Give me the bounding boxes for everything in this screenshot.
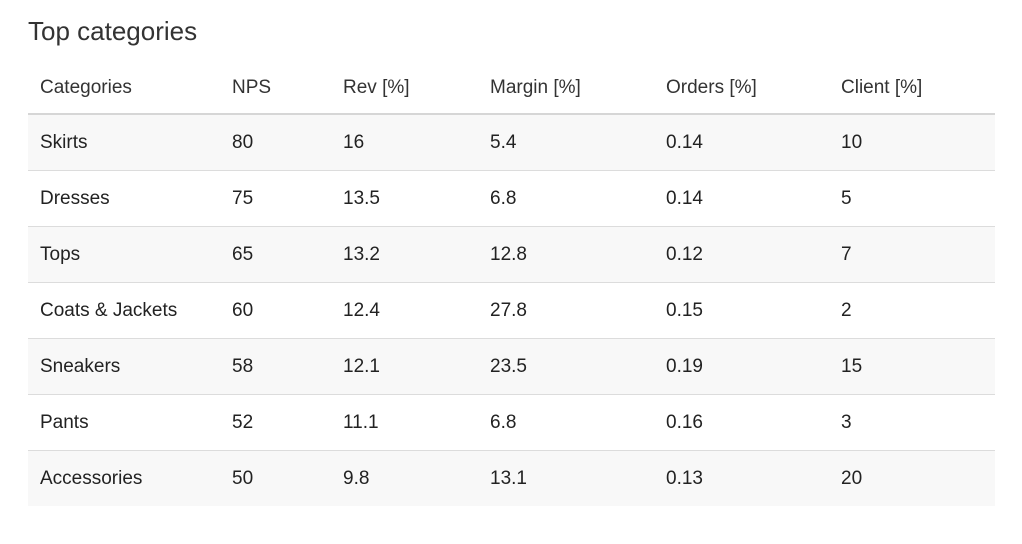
cell-categories: Skirts [28, 114, 220, 171]
cell-nps: 52 [220, 394, 331, 451]
table-row: Coats & Jackets 60 12.4 27.8 0.15 2 [28, 282, 995, 339]
cell-rev: 12.4 [331, 282, 478, 339]
cell-orders: 0.13 [654, 450, 829, 506]
cell-categories: Coats & Jackets [28, 282, 220, 339]
cell-nps: 80 [220, 114, 331, 171]
column-header-client: Client [%] [829, 62, 995, 115]
cell-margin: 13.1 [478, 450, 654, 506]
cell-client: 7 [829, 226, 995, 283]
table-row: Sneakers 58 12.1 23.5 0.19 15 [28, 338, 995, 395]
cell-orders: 0.12 [654, 226, 829, 283]
top-categories-table: Categories NPS Rev [%] Margin [%] Orders [%]… [28, 62, 995, 506]
cell-client: 15 [829, 338, 995, 395]
cell-client: 3 [829, 394, 995, 451]
cell-margin: 6.8 [478, 170, 654, 227]
cell-orders: 0.19 [654, 338, 829, 395]
table-body: Skirts 80 16 5.4 0.14 10 Dresses 75 13.5 6.8 0.14 5… [28, 114, 995, 506]
table-row: Skirts 80 16 5.4 0.14 10 [28, 114, 995, 171]
cell-nps: 60 [220, 282, 331, 339]
column-header-orders: Orders [%] [654, 62, 829, 115]
page-title: Top categories [28, 16, 198, 46]
column-header-margin: Margin [%] [478, 62, 654, 115]
cell-rev: 11.1 [331, 394, 478, 451]
table-row: Pants 52 11.1 6.8 0.16 3 [28, 394, 995, 451]
table-row: Tops 65 13.2 12.8 0.12 7 [28, 226, 995, 283]
cell-categories: Sneakers [28, 338, 220, 395]
table-row: Accessories 50 9.8 13.1 0.13 20 [28, 450, 995, 506]
cell-rev: 13.2 [331, 226, 478, 283]
cell-rev: 9.8 [331, 450, 478, 506]
cell-margin: 12.8 [478, 226, 654, 283]
cell-client: 2 [829, 282, 995, 339]
cell-orders: 0.15 [654, 282, 829, 339]
cell-orders: 0.14 [654, 170, 829, 227]
cell-categories: Accessories [28, 450, 220, 506]
cell-categories: Dresses [28, 170, 220, 227]
cell-client: 20 [829, 450, 995, 506]
cell-rev: 16 [331, 114, 478, 171]
table-row: Dresses 75 13.5 6.8 0.14 5 [28, 170, 995, 227]
cell-client: 10 [829, 114, 995, 171]
cell-rev: 13.5 [331, 170, 478, 227]
cell-margin: 5.4 [478, 114, 654, 171]
cell-client: 5 [829, 170, 995, 227]
cell-orders: 0.16 [654, 394, 829, 451]
cell-categories: Pants [28, 394, 220, 451]
cell-orders: 0.14 [654, 114, 829, 171]
column-header-nps: NPS [220, 62, 331, 115]
column-header-categories: Categories [28, 62, 220, 115]
cell-categories: Tops [28, 226, 220, 283]
cell-nps: 65 [220, 226, 331, 283]
cell-margin: 23.5 [478, 338, 654, 395]
cell-rev: 12.1 [331, 338, 478, 395]
column-header-rev: Rev [%] [331, 62, 478, 115]
cell-nps: 50 [220, 450, 331, 506]
cell-nps: 58 [220, 338, 331, 395]
cell-margin: 27.8 [478, 282, 654, 339]
cell-nps: 75 [220, 170, 331, 227]
header-row: Categories NPS Rev [%] Margin [%] Orders [%]… [28, 62, 995, 115]
cell-margin: 6.8 [478, 394, 654, 451]
